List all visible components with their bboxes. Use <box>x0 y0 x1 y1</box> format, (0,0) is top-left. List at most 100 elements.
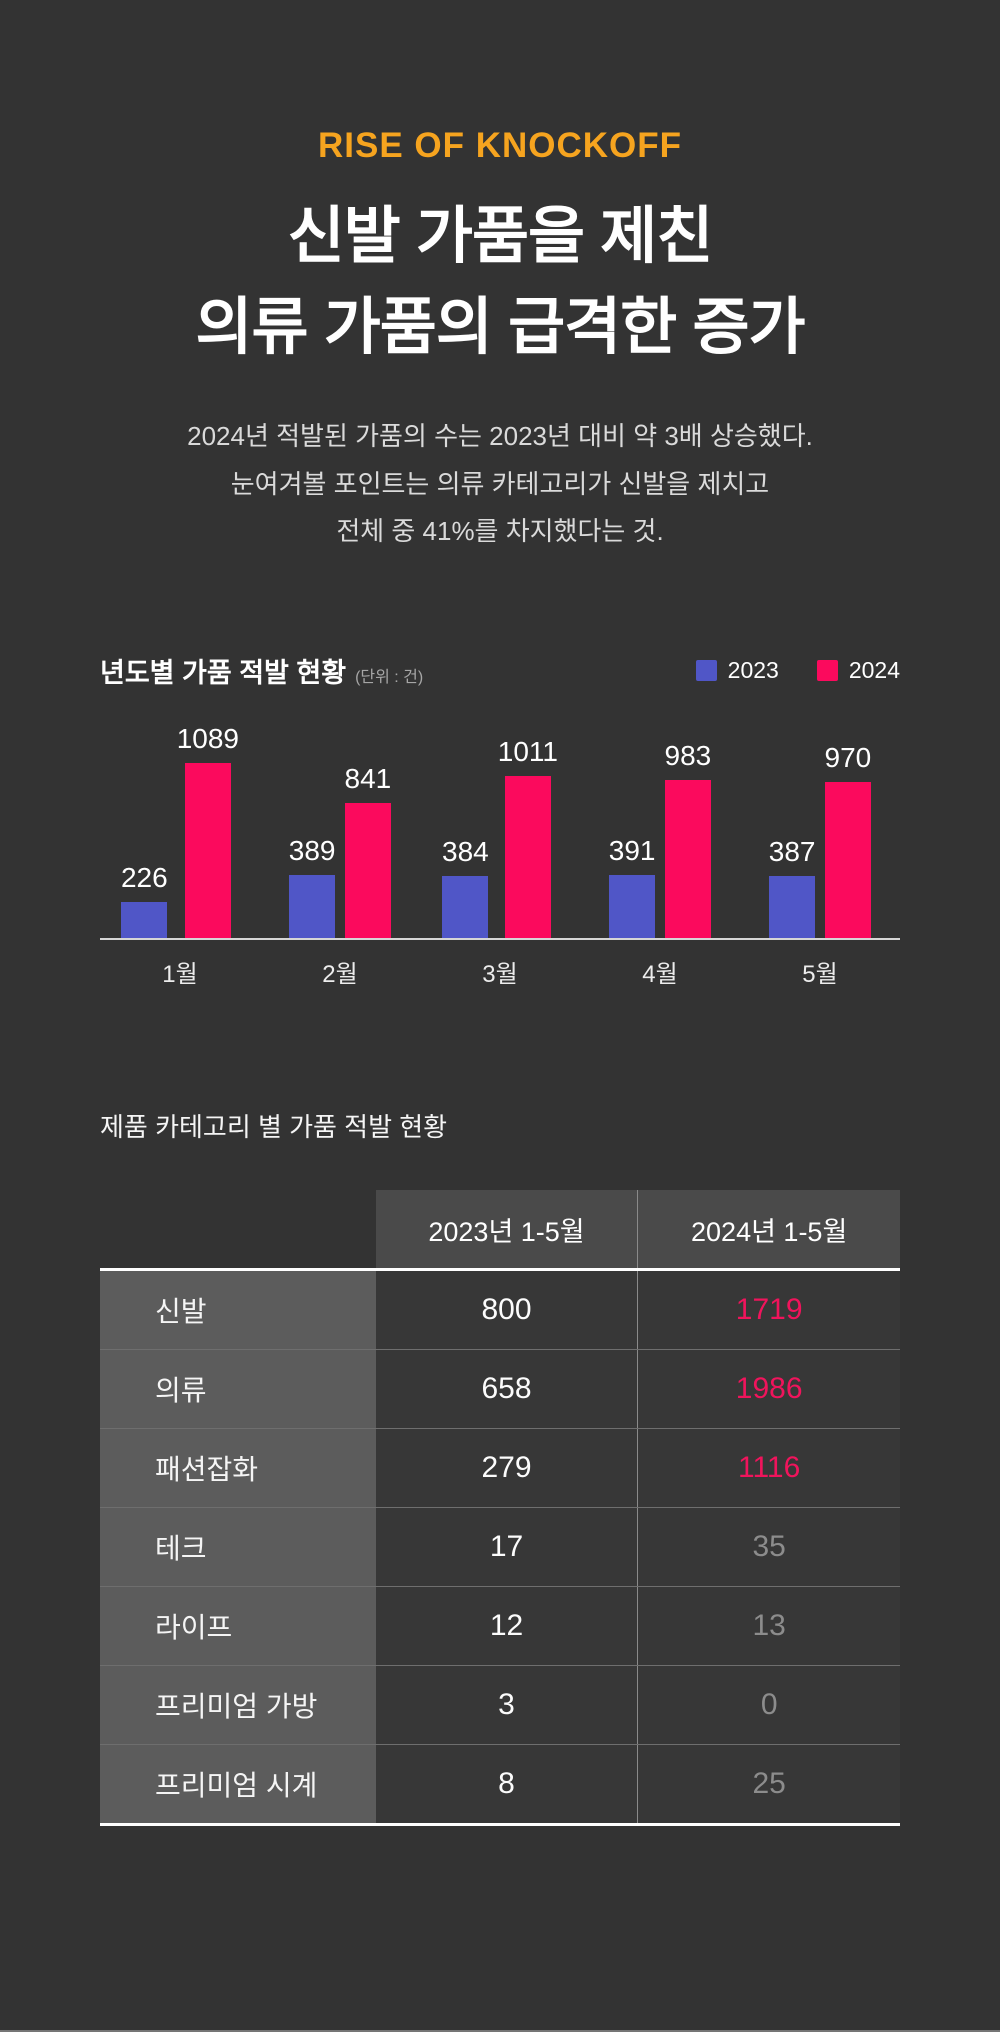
value-cell-2023: 800 <box>375 1271 638 1350</box>
month-label-2월: 2월 <box>322 961 358 989</box>
chart-header: 년도별 가품 적발 현황 (단위 : 건) 2023 2024 <box>100 651 900 690</box>
bar-item-2024-1월: 1089 <box>176 723 239 939</box>
bar-group-4월: 391 983 <box>580 740 740 939</box>
bar-item-2024-4월: 983 <box>664 740 712 939</box>
month-label-1월: 1월 <box>162 961 198 989</box>
bar-value-label-2023-1월: 226 <box>120 862 168 894</box>
value-cell-2024: 1986 <box>637 1350 900 1429</box>
legend-label-2024: 2024 <box>848 657 900 684</box>
table-header-row: 2023년 1-5월 2024년 1-5월 <box>100 1190 900 1272</box>
chart-legend: 2023 2024 <box>695 657 900 684</box>
table-row: 테크 17 35 <box>100 1508 900 1588</box>
bar-2024-4월 <box>664 780 711 939</box>
value-cell-2023: 3 <box>375 1666 638 1745</box>
bar-group-3월: 384 1011 <box>420 736 580 939</box>
bar-item-2023-2월: 389 <box>288 835 336 939</box>
bar-value-label-2023-2월: 389 <box>288 835 336 867</box>
bar-2023-3월 <box>442 876 489 939</box>
bar-2024-5월 <box>824 782 871 939</box>
table-row: 신발 800 1719 <box>100 1271 900 1351</box>
bar-2023-5월 <box>769 876 816 939</box>
hero-section: RISE OF KNOCKOFF 신발 가품을 제친 의류 가품의 급격한 증가… <box>0 0 1000 555</box>
table-header-cell-category <box>100 1190 376 1268</box>
category-cell: 프리미엄 시계 <box>100 1745 376 1824</box>
month-label-3월: 3월 <box>482 961 518 989</box>
table-title: 제품 카테고리 별 가품 적발 현황 <box>100 1112 448 1143</box>
table-row: 패션잡화 279 1116 <box>100 1429 900 1509</box>
legend-item-2023: 2023 <box>695 657 779 684</box>
legend-item-2024: 2024 <box>816 657 900 684</box>
bar-value-label-2024-1월: 1089 <box>176 723 239 755</box>
x-axis-labels: 1월 2월 3월 4월 5월 <box>100 940 900 989</box>
category-cell: 신발 <box>100 1271 376 1350</box>
bar-value-label-2024-4월: 983 <box>664 740 712 772</box>
category-cell: 패션잡화 <box>100 1429 376 1508</box>
month-label-4월: 4월 <box>642 961 678 989</box>
value-cell-2024: 1719 <box>637 1271 900 1350</box>
table-row: 라이프 12 13 <box>100 1587 900 1667</box>
bar-item-2023-1월: 226 <box>120 862 168 939</box>
page-title: 신발 가품을 제친 의류 가품의 급격한 증가 <box>0 191 1000 373</box>
bar-2024-1월 <box>184 763 231 939</box>
table-row: 프리미엄 가방 3 0 <box>100 1666 900 1746</box>
page-title-line-1: 신발 가품을 제친 <box>287 202 714 271</box>
bar-item-2024-5월: 970 <box>824 742 872 939</box>
legend-swatch-2024 <box>816 660 838 682</box>
bar-item-2024-3월: 1011 <box>497 736 558 939</box>
category-cell: 라이프 <box>100 1587 376 1666</box>
value-cell-2024: 13 <box>637 1587 900 1666</box>
eyebrow-title: RISE OF KNOCKOFF <box>317 126 683 165</box>
value-cell-2023: 279 <box>375 1429 638 1508</box>
value-cell-2023: 12 <box>375 1587 638 1666</box>
bar-value-label-2023-3월: 384 <box>442 836 489 868</box>
bar-item-2023-3월: 384 <box>442 836 489 939</box>
bottom-edge-line <box>0 2030 1000 2032</box>
bar-chart-section: 년도별 가품 적발 현황 (단위 : 건) 2023 2024 226 1089 389… <box>0 651 1000 989</box>
bar-2023-2월 <box>289 875 336 939</box>
chart-title-wrap: 년도별 가품 적발 현황 (단위 : 건) <box>100 651 423 690</box>
bar-group-1월: 226 1089 <box>100 723 260 939</box>
bar-item-2023-5월: 387 <box>768 836 816 939</box>
value-cell-2024: 1116 <box>637 1429 900 1508</box>
description-line-1: 2024년 적발된 가품의 수는 2023년 대비 약 3배 상승했다. <box>187 421 813 452</box>
value-cell-2023: 17 <box>375 1508 638 1587</box>
category-cell: 프리미엄 가방 <box>100 1666 376 1745</box>
bar-chart-plot: 226 1089 389 841 384 1011 391 983 387 970 <box>100 720 900 941</box>
bar-value-label-2023-4월: 391 <box>608 835 656 867</box>
category-cell: 의류 <box>100 1350 376 1429</box>
bar-2024-3월 <box>504 776 551 939</box>
bar-2024-2월 <box>344 803 391 939</box>
table-row: 프리미엄 시계 8 25 <box>100 1745 900 1827</box>
description-line-2: 눈여겨볼 포인트는 의류 카테고리가 신발을 제치고 <box>230 468 770 499</box>
value-cell-2024: 0 <box>637 1666 900 1745</box>
bar-value-label-2024-2월: 841 <box>344 763 392 795</box>
category-cell: 테크 <box>100 1508 376 1587</box>
bar-item-2023-4월: 391 <box>608 835 656 939</box>
bar-value-label-2024-3월: 1011 <box>497 736 558 768</box>
table-header-cell-2023: 2023년 1-5월 <box>375 1190 638 1269</box>
description: 2024년 적발된 가품의 수는 2023년 대비 약 3배 상승했다. 눈여겨… <box>0 413 1000 555</box>
month-label-5월: 5월 <box>802 961 838 989</box>
description-line-3: 전체 중 41%를 차지했다는 것. <box>336 515 664 546</box>
bar-2023-4월 <box>609 875 656 939</box>
bar-2023-1월 <box>121 902 168 939</box>
value-cell-2023: 658 <box>375 1350 638 1429</box>
page-title-line-2: 의류 가품의 급격한 증가 <box>195 293 805 363</box>
bar-value-label-2024-5월: 970 <box>824 742 872 774</box>
legend-label-2023: 2023 <box>727 657 779 684</box>
bar-group-2월: 389 841 <box>260 763 420 939</box>
table-header-cell-2024: 2024년 1-5월 <box>637 1190 900 1269</box>
bar-value-label-2023-5월: 387 <box>768 836 816 868</box>
value-cell-2024: 25 <box>637 1745 900 1824</box>
value-cell-2024: 35 <box>637 1508 900 1587</box>
bar-item-2024-2월: 841 <box>344 763 392 939</box>
category-table: 2023년 1-5월 2024년 1-5월 신발 800 1719 의류 658 1986 패션… <box>100 1190 900 1827</box>
value-cell-2023: 8 <box>375 1745 638 1824</box>
chart-title: 년도별 가품 적발 현황 <box>100 658 347 689</box>
bar-group-5월: 387 970 <box>740 742 900 939</box>
category-table-section: 제품 카테고리 별 가품 적발 현황 2023년 1-5월 2024년 1-5월 신… <box>0 1107 1000 1827</box>
table-row: 의류 658 1986 <box>100 1350 900 1430</box>
chart-unit-label: (단위 : 건) <box>355 669 424 687</box>
legend-swatch-2023 <box>695 660 717 682</box>
